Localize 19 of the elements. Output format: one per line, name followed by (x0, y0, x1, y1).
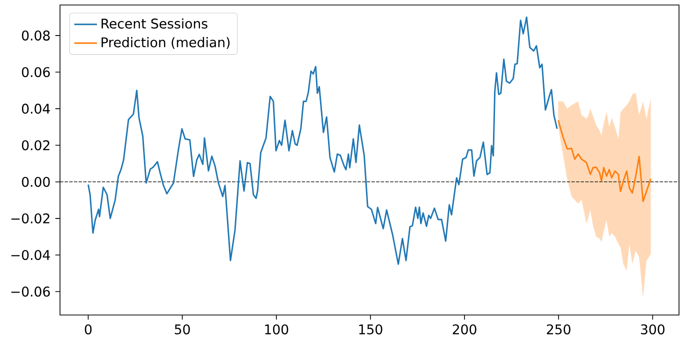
y-tick-label: 0.04 (22, 104, 50, 114)
x-tick-label: 0 (84, 324, 92, 334)
y-tick-label: 0.02 (22, 140, 50, 150)
x-tick-label: 300 (641, 324, 664, 334)
x-tick-label: 50 (174, 324, 190, 334)
x-tick-label: 150 (359, 324, 382, 334)
y-tick-label: −0.06 (11, 286, 50, 297)
y-tick-label: −0.04 (11, 250, 50, 260)
y-tick-label: −0.02 (11, 213, 50, 224)
legend-label: Recent Sessions (102, 18, 208, 29)
x-tick-label: 100 (265, 324, 288, 334)
y-tick-label: 0.00 (22, 176, 50, 187)
line-series (87, 16, 558, 265)
line-series (557, 119, 652, 202)
legend-label: Prediction (median) (102, 37, 230, 49)
y-tick-label: 0.08 (22, 30, 50, 41)
x-tick-label: 200 (452, 324, 476, 334)
x-tick-label: 250 (546, 324, 570, 334)
y-tick-label: 0.06 (22, 67, 50, 78)
